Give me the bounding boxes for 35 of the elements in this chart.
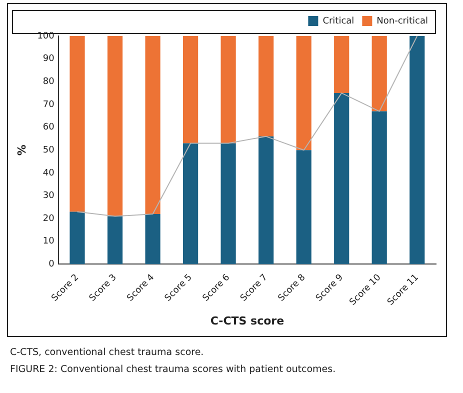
bar: [258, 36, 274, 136]
y-axis-title: %: [15, 144, 28, 156]
bar: [70, 36, 85, 212]
bar: [145, 214, 160, 264]
bar: [410, 36, 425, 264]
y-tick-label: 80: [42, 76, 55, 87]
bar: [182, 143, 198, 264]
bar: [220, 143, 236, 264]
y-tick-label: 30: [42, 191, 55, 202]
caption: FIGURE 2: Conventional chest trauma scores with patient outcomes.: [10, 363, 336, 377]
bar: [372, 36, 387, 112]
y-tick-label: 60: [42, 122, 55, 133]
y-tick-label: 50: [42, 145, 55, 156]
bar: [258, 136, 274, 264]
bar: [107, 36, 123, 216]
bar: [372, 111, 387, 264]
legend-label: Critical: [322, 16, 354, 26]
bar: [145, 36, 160, 214]
y-tick-label: 10: [42, 236, 55, 247]
bar: [220, 36, 236, 144]
y-tick-label: 70: [42, 100, 55, 110]
bar: [334, 36, 350, 94]
text: C-CTS, conventional chest trauma score.: [10, 346, 205, 360]
y-tick-label: 90: [42, 54, 55, 64]
legend-label: Non-critical: [376, 16, 428, 26]
bar: [334, 93, 350, 264]
y-tick-label: 0: [48, 260, 55, 270]
bar: [107, 216, 123, 264]
y-tick-label: 20: [42, 214, 55, 224]
y-tick-label: 40: [42, 168, 55, 178]
bar: [296, 36, 312, 150]
bar: [70, 212, 85, 264]
bar: [296, 150, 312, 264]
x-axis-title: C-CTS score: [210, 314, 284, 328]
bar: [182, 36, 198, 144]
